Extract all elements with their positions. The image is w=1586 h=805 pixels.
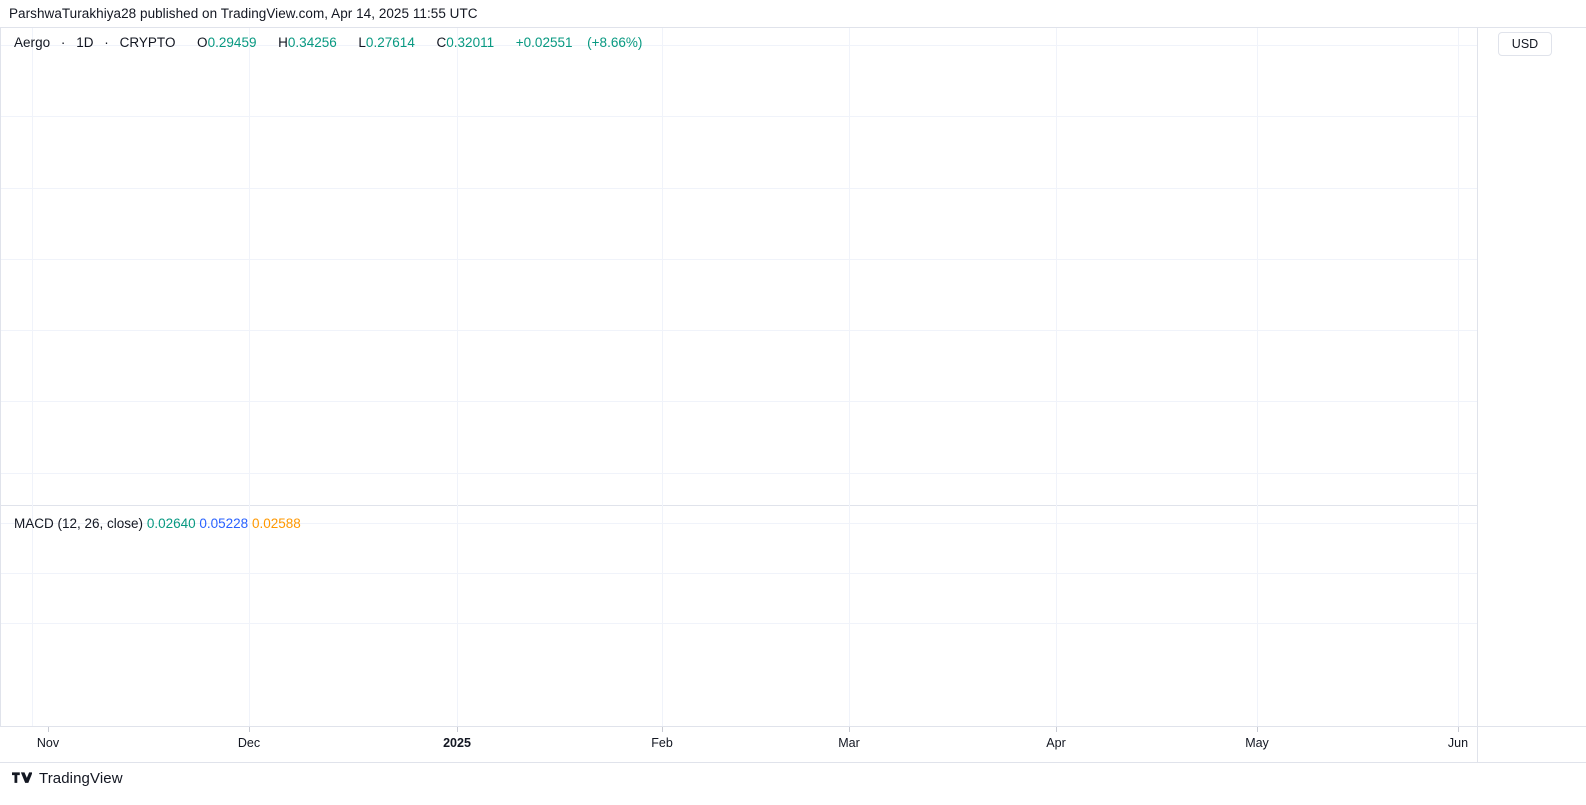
grid-line-vertical xyxy=(457,28,458,726)
time-axis-tick-mark xyxy=(249,727,250,732)
legend-exchange: CRYPTO xyxy=(119,35,176,50)
grid-line-horizontal xyxy=(1,116,1477,117)
published-by-text: ParshwaTurakhiya28 published on TradingV… xyxy=(9,6,478,21)
grid-line-horizontal xyxy=(1,188,1477,189)
grid-line-horizontal xyxy=(1,473,1477,474)
time-axis-label: Feb xyxy=(651,736,673,750)
legend-low-value: 0.27614 xyxy=(365,35,415,50)
legend-open-value: 0.29459 xyxy=(207,35,257,50)
macd-title[interactable]: MACD (12, 26, close) xyxy=(14,516,144,531)
legend-high-value: 0.34256 xyxy=(287,35,337,50)
legend-high-label: H xyxy=(278,35,288,50)
time-axis-label: Jun xyxy=(1447,736,1469,750)
legend-interval[interactable]: 1D xyxy=(76,35,94,50)
macd-legend[interactable]: MACD (12, 26, close) 0.02640 0.05228 0.0… xyxy=(14,516,301,531)
time-axis-border xyxy=(0,726,1586,727)
tradingview-logo: TradingView xyxy=(12,770,123,787)
time-axis-label: Dec xyxy=(237,736,261,750)
chart-top-border xyxy=(0,27,1586,28)
grid-line-vertical xyxy=(249,28,250,726)
time-axis-label: May xyxy=(1245,736,1269,750)
symbol-legend[interactable]: Aergo · 1D · CRYPTO O0.29459 H0.34256 L0… xyxy=(14,35,642,50)
macd-signal-value: 0.02588 xyxy=(251,516,301,531)
time-axis-tick-mark xyxy=(849,727,850,732)
macd-line-value: 0.05228 xyxy=(199,516,249,531)
grid-line-vertical xyxy=(1257,28,1258,726)
chart-bottom-border xyxy=(0,762,1586,763)
time-axis-tick-mark xyxy=(662,727,663,732)
tradingview-mark-icon xyxy=(12,771,32,783)
time-axis-tick-mark xyxy=(1056,727,1057,732)
grid-line-horizontal xyxy=(1,573,1477,574)
macd-histogram-value: 0.02640 xyxy=(146,516,196,531)
price-axis-separator xyxy=(1477,27,1478,762)
grid-line-horizontal xyxy=(1,330,1477,331)
tradingview-wordmark: TradingView xyxy=(39,770,123,787)
time-axis-label: Mar xyxy=(838,736,860,750)
pane-divider xyxy=(0,505,1478,506)
currency-label: USD xyxy=(1511,37,1539,51)
time-axis-tick-mark xyxy=(48,727,49,732)
legend-sep-1: · xyxy=(60,35,66,50)
legend-low-label: L xyxy=(358,35,366,50)
grid-line-vertical xyxy=(32,28,33,726)
time-axis-label: 2025 xyxy=(443,736,471,750)
grid-line-horizontal xyxy=(1,523,1477,524)
grid-line-horizontal xyxy=(1,401,1477,402)
time-axis-label: Apr xyxy=(1046,736,1066,750)
legend-sep-2: · xyxy=(104,35,109,50)
time-axis-label: Nov xyxy=(36,736,60,750)
price-axis[interactable] xyxy=(1478,27,1586,726)
grid-line-vertical xyxy=(849,28,850,726)
grid-line-vertical xyxy=(662,28,663,726)
grid-line-horizontal xyxy=(1,259,1477,260)
legend-close-value: 0.32011 xyxy=(446,35,495,50)
time-axis-tick-mark xyxy=(1458,727,1459,732)
time-axis-tick-mark xyxy=(457,727,458,732)
legend-close-label: C xyxy=(436,35,447,50)
grid-line-horizontal xyxy=(1,45,1477,46)
chart-left-border xyxy=(0,27,1,726)
legend-symbol[interactable]: Aergo xyxy=(14,35,51,50)
grid-line-horizontal xyxy=(1,623,1477,624)
legend-change-percent: (+8.66%) xyxy=(587,35,643,50)
time-axis-tick-mark xyxy=(1257,727,1258,732)
grid-line-vertical xyxy=(1458,28,1459,726)
legend-change: +0.02551 xyxy=(515,35,573,50)
grid-line-vertical xyxy=(1056,28,1057,726)
currency-toggle-button[interactable]: USD xyxy=(1498,32,1552,56)
legend-open-label: O xyxy=(197,35,208,50)
